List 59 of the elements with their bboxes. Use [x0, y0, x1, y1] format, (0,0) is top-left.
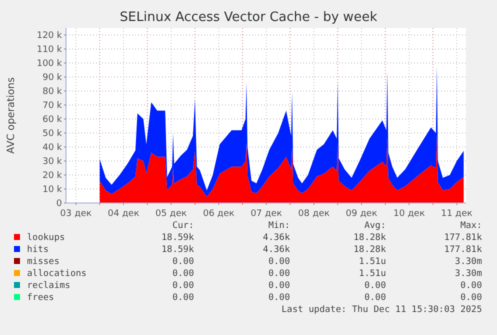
text: 1.51u [358, 257, 386, 267]
text: Max: [460, 221, 482, 231]
text: 0.00 [172, 269, 194, 279]
text: 0.00 [268, 269, 290, 279]
y-tick-label: 0 [56, 199, 62, 209]
text: 18.59k [161, 245, 195, 255]
x-tick-label: 09 дек [346, 209, 378, 219]
x-tick-label: 06 дек [202, 209, 236, 219]
x-tick-label: 07 дек [250, 209, 283, 219]
text: 18.28k [353, 245, 387, 255]
legend-label: frees [27, 293, 54, 303]
y-tick-label: 90 k [42, 73, 63, 83]
y-tick-label: 40 k [42, 143, 63, 153]
text: 0.00 [172, 281, 194, 291]
y-tick-label: 70 k [42, 101, 63, 111]
text: 18.28k [353, 233, 387, 243]
text: Cur: [172, 221, 194, 231]
y-axis-title: AVC operations [6, 77, 17, 154]
legend-label: misses [27, 257, 60, 267]
text: 1.51u [358, 269, 386, 279]
text: 0.00 [268, 281, 290, 291]
text: 4.36k [262, 233, 291, 243]
text: 0.00 [268, 257, 290, 267]
y-tick-label: 60 k [42, 115, 63, 125]
y-tick-label: 80 k [42, 87, 63, 97]
text: 0.00 [364, 281, 386, 291]
text: 0.00 [172, 293, 194, 303]
y-tick-label: 110 k [36, 45, 63, 55]
x-tick-label: 08 дек [298, 209, 330, 219]
chart-title: SELinux Access Vector Cache - by week [120, 10, 378, 25]
y-tick-label: 100 k [36, 59, 63, 69]
y-tick-label: 20 k [42, 171, 63, 181]
text: 18.59k [161, 233, 195, 243]
text: Min: [268, 221, 290, 231]
x-tick-label: 10 дек [393, 209, 426, 219]
x-tick-label: 05 дек [155, 209, 188, 219]
legend-label: reclaims [27, 281, 70, 291]
text: Avg: [364, 221, 386, 231]
text: 0.00 [268, 293, 290, 303]
text: 0.00 [364, 293, 386, 303]
legend-label: lookups [27, 233, 65, 243]
text: Last update: Thu Dec 11 15:30:03 2025 [282, 305, 482, 315]
x-tick-label: 03 дек [60, 209, 92, 219]
legend-label: allocations [27, 269, 87, 279]
y-tick-label: 50 k [42, 129, 63, 139]
text: 4.36k [262, 245, 291, 255]
y-tick-label: 10 k [42, 185, 63, 195]
text: 177.81k [444, 233, 483, 243]
y-tick-label: 30 k [42, 157, 63, 167]
y-tick-label: 120 k [36, 31, 63, 41]
text: 3.30m [454, 269, 482, 279]
legend-label: hits [27, 245, 49, 255]
text: 177.81k [444, 245, 483, 255]
text: 0.00 [172, 257, 194, 267]
text: 0.00 [460, 281, 482, 291]
text: 3.30m [454, 257, 482, 267]
x-tick-label: 04 дек [108, 209, 140, 219]
x-tick-label: 11 дек [440, 209, 474, 219]
text: 0.00 [460, 293, 482, 303]
